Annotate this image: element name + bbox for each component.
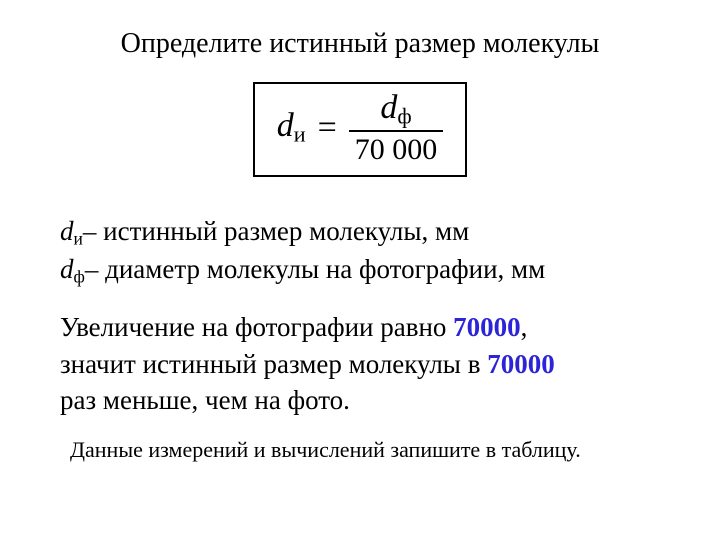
definition-row-1: dи– истинный размер молекулы, мм bbox=[60, 213, 660, 251]
formula-numerator: dф bbox=[374, 90, 417, 130]
slide: Определите истинный размер молекулы dи =… bbox=[0, 0, 720, 540]
explain-num1: 70000 bbox=[453, 312, 521, 342]
formula-eq: = bbox=[318, 109, 337, 147]
definition-row-2: dф– диаметр молекулы на фотографии, мм bbox=[60, 251, 660, 289]
def2-var: d bbox=[60, 254, 74, 284]
definitions: dи– истинный размер молекулы, мм dф– диа… bbox=[60, 213, 660, 289]
explain-pre1: Увеличение на фотографии равно bbox=[60, 312, 453, 342]
formula-box: dи = dф 70 000 bbox=[253, 82, 468, 177]
def2-text: диаметр молекулы на фотографии, мм bbox=[105, 254, 545, 284]
def2-sub: ф bbox=[74, 267, 85, 287]
def1-dash: – bbox=[83, 216, 97, 246]
footer-note: Данные измерений и вычислений запишите в… bbox=[60, 437, 660, 463]
formula-lhs: dи bbox=[277, 107, 306, 148]
formula-num-var: d bbox=[380, 89, 397, 126]
def1-sub: и bbox=[74, 229, 83, 249]
page-title: Определите истинный размер молекулы bbox=[60, 28, 660, 60]
formula-lhs-sub: и bbox=[294, 122, 306, 147]
explain-post2: раз меньше, чем на фото. bbox=[60, 385, 350, 415]
explain-num2: 70000 bbox=[487, 349, 555, 379]
formula-lhs-var: d bbox=[277, 107, 294, 144]
explain-pre2: значит истинный размер молекулы в bbox=[60, 349, 487, 379]
formula-num-sub: ф bbox=[397, 104, 411, 129]
formula-denominator: 70 000 bbox=[349, 132, 444, 166]
def2-dash: – bbox=[85, 254, 99, 284]
explanation: Увеличение на фотографии равно 70000, зн… bbox=[60, 309, 660, 418]
formula-fraction: dф 70 000 bbox=[349, 90, 444, 165]
def1-var: d bbox=[60, 216, 74, 246]
def1-text: истинный размер молекулы, мм bbox=[103, 216, 469, 246]
explain-post1: , bbox=[521, 312, 528, 342]
formula-container: dи = dф 70 000 bbox=[60, 82, 660, 177]
